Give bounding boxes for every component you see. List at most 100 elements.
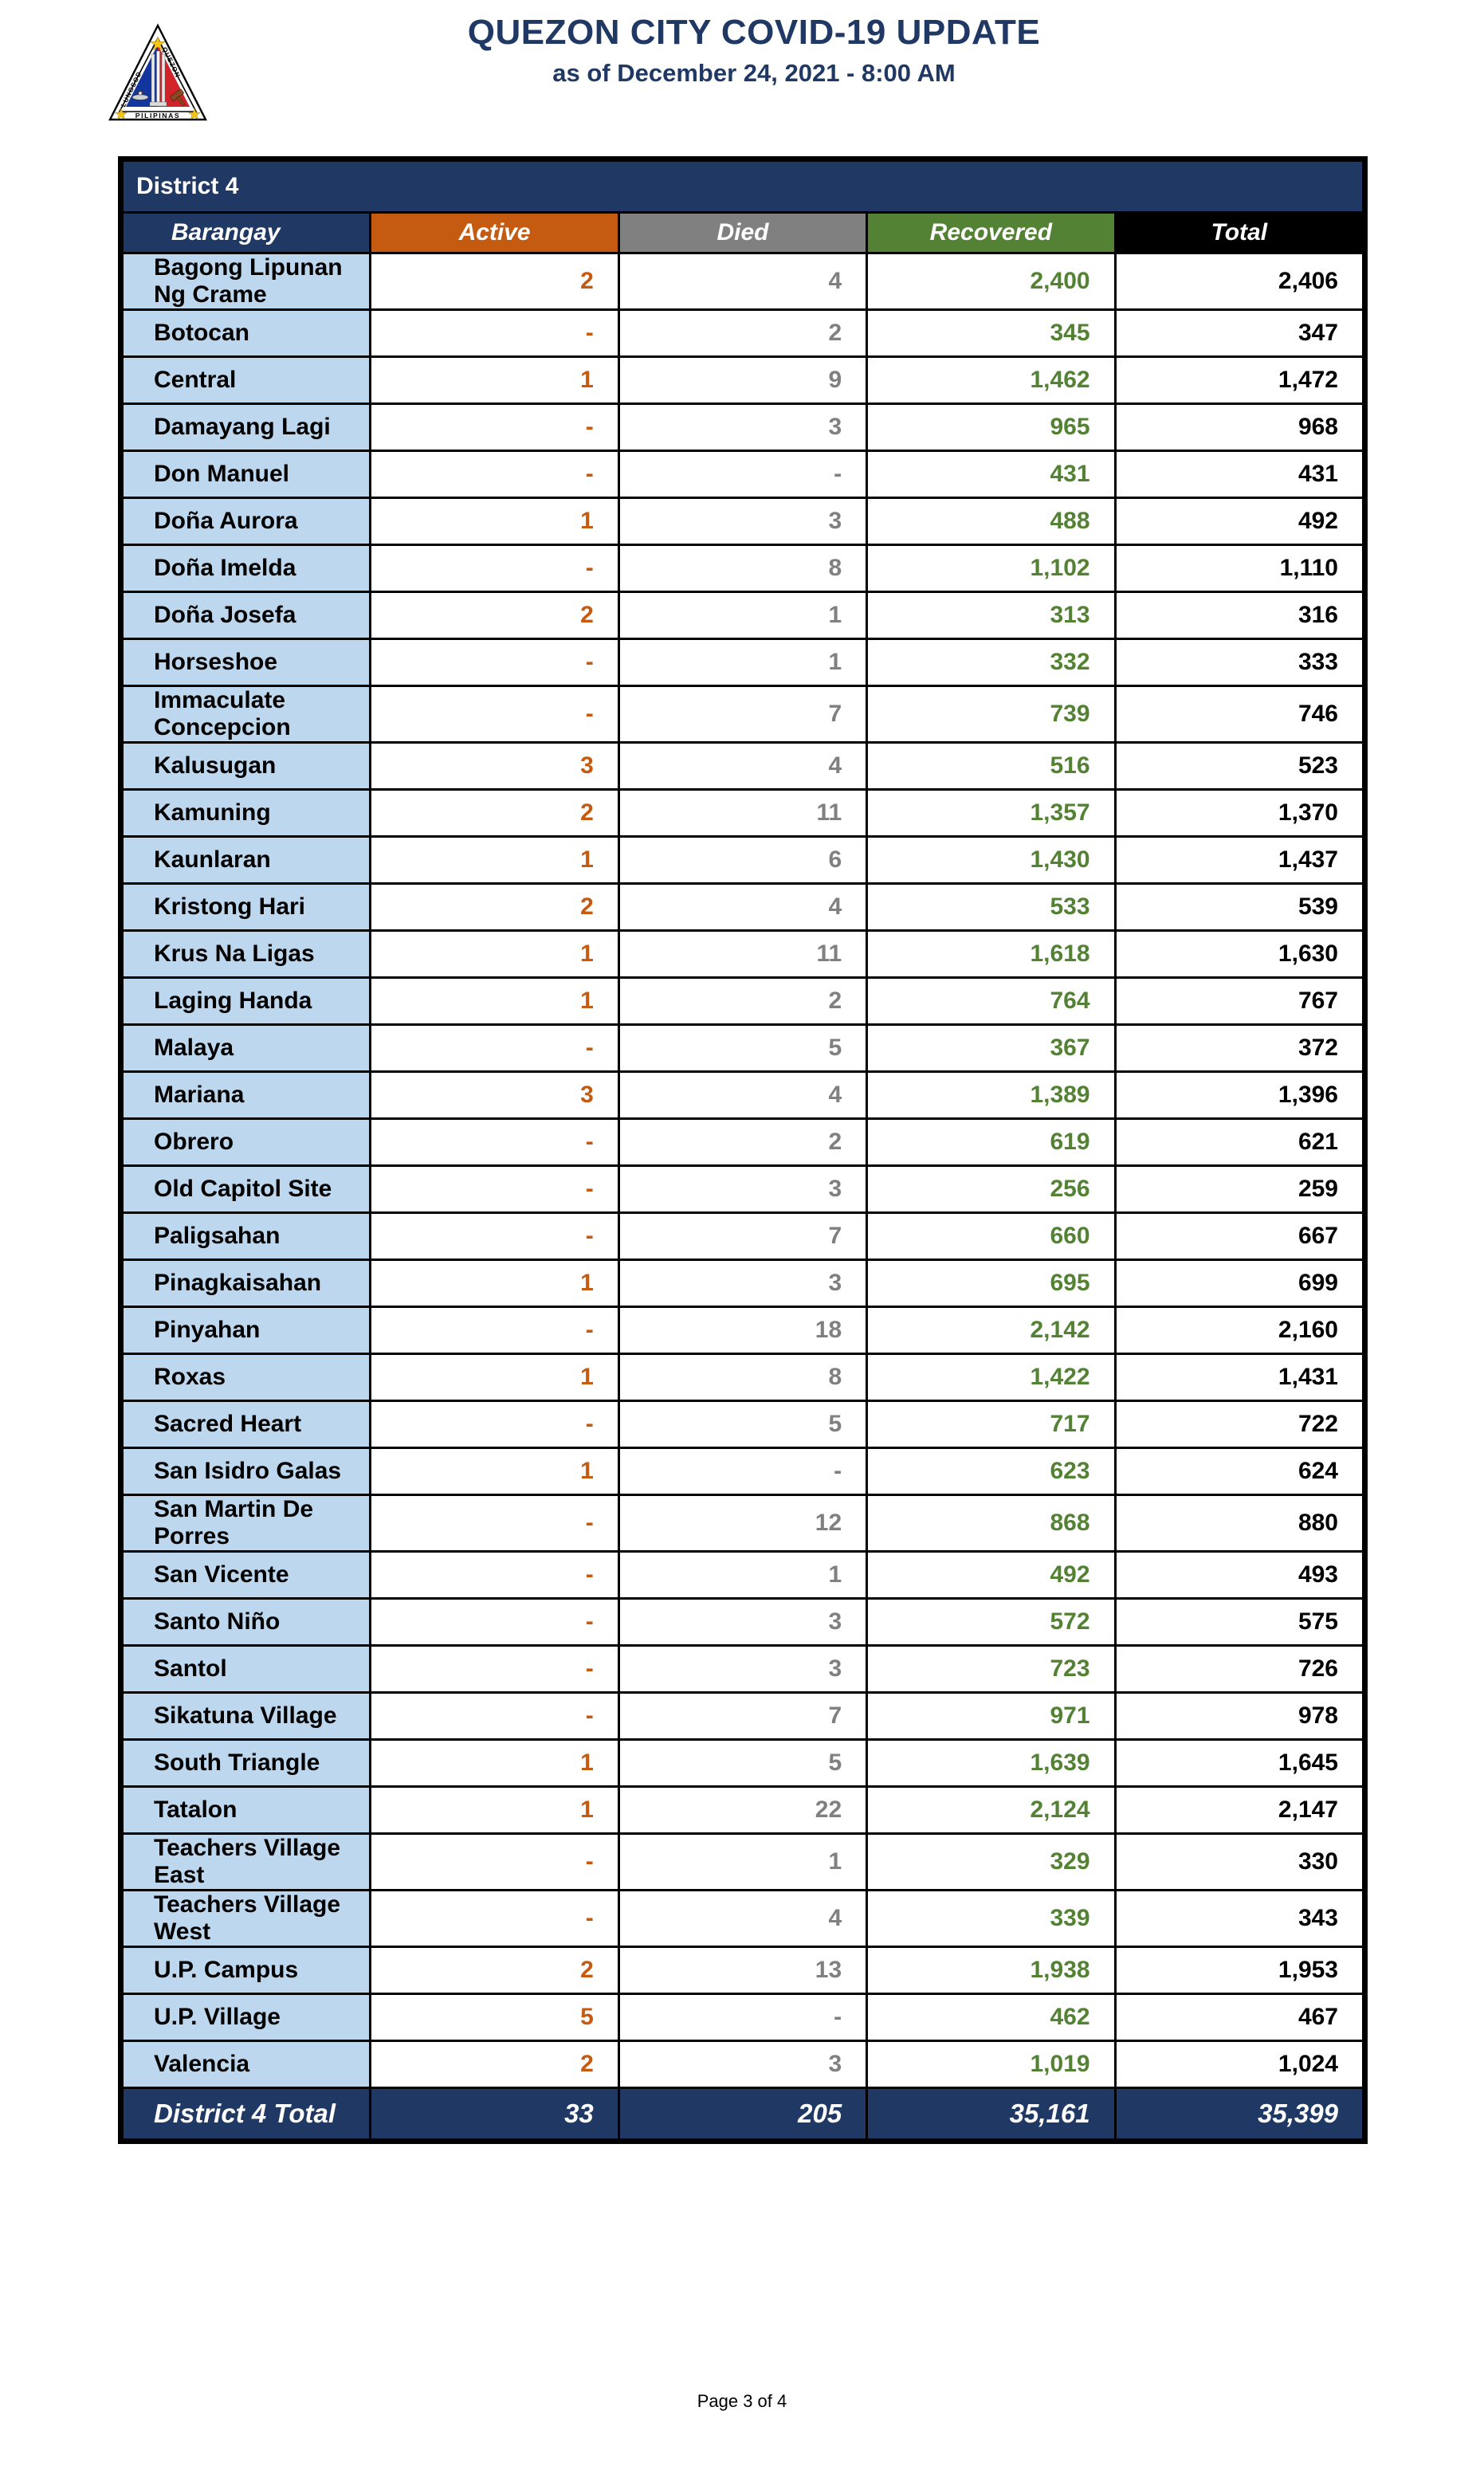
row-died-count: 3 xyxy=(617,1644,869,1694)
row-active-count: - xyxy=(369,1691,620,1741)
table-row: U.P. Village 5-462 467 xyxy=(120,1993,1365,2042)
row-barangay-name: Kristong Hari xyxy=(120,882,372,932)
row-recovered-count: 1,938 xyxy=(866,1946,1117,1995)
row-died-count: 5 xyxy=(617,1400,869,1449)
row-died-count: 13 xyxy=(617,1946,869,1995)
district-table-container: District 4 Barangay Active Died Recovere… xyxy=(118,156,1368,2144)
quezon-city-seal-logo: LUNGSOD QUEZON PILIPINAS xyxy=(105,19,210,128)
row-barangay-name: U.P. Campus xyxy=(120,1946,372,1995)
row-recovered-count: 1,639 xyxy=(866,1738,1117,1788)
table-row: San Vicente -1 492 493 xyxy=(120,1550,1365,1600)
row-recovered-count: 256 xyxy=(866,1164,1117,1214)
row-active-count: - xyxy=(369,1550,620,1600)
row-total-count: 347 xyxy=(1113,308,1365,358)
row-barangay-name: South Triangle xyxy=(120,1738,372,1788)
row-died-count: 7 xyxy=(617,1211,869,1261)
row-died-count: 3 xyxy=(617,402,869,452)
row-barangay-name: Kaunlaran xyxy=(120,835,372,885)
row-active-count: - xyxy=(369,1832,620,1891)
row-died-count: 3 xyxy=(617,1259,869,1308)
row-active-count: 1 xyxy=(369,497,620,546)
row-total-count: 2,406 xyxy=(1113,252,1365,311)
table-row: Old Capitol Site -3 256 259 xyxy=(120,1164,1365,1214)
table-row: Pinyahan -18 2,142 2,160 xyxy=(120,1306,1365,1355)
column-header-active[interactable]: Active xyxy=(369,211,620,254)
row-recovered-count: 623 xyxy=(866,1447,1117,1496)
district-total-row: District 4 Total 33 205 35,161 35,399 xyxy=(120,2087,1365,2141)
row-barangay-name: Horseshoe xyxy=(120,638,372,687)
row-died-count: 1 xyxy=(617,1550,869,1600)
row-barangay-name: San Martin De Porres xyxy=(120,1494,372,1553)
row-total-count: 968 xyxy=(1113,402,1365,452)
page-title: QUEZON CITY COVID-19 UPDATE xyxy=(467,13,1041,52)
row-active-count: 1 xyxy=(369,929,620,979)
row-barangay-name: Kamuning xyxy=(120,788,372,838)
row-recovered-count: 2,400 xyxy=(866,252,1117,311)
row-died-count: 7 xyxy=(617,1691,869,1741)
table-row: Santol -3 723 726 xyxy=(120,1644,1365,1694)
row-total-count: 1,110 xyxy=(1113,544,1365,593)
table-row: Doña Josefa 2 1 313 316 xyxy=(120,591,1365,640)
row-active-count: 3 xyxy=(369,741,620,791)
table-row: Doña Imelda -8 1,102 1,110 xyxy=(120,544,1365,593)
row-died-count: 4 xyxy=(617,882,869,932)
row-active-count: 1 xyxy=(369,1447,620,1496)
row-active-count: - xyxy=(369,638,620,687)
row-barangay-name: Krus Na Ligas xyxy=(120,929,372,979)
row-barangay-name: Doña Imelda xyxy=(120,544,372,593)
table-row: Bagong Lipunan Ng Crame 2 4 2,400 2,406 xyxy=(120,252,1365,311)
row-recovered-count: 1,019 xyxy=(866,2040,1117,2089)
row-recovered-count: 971 xyxy=(866,1691,1117,1741)
district-total-recovered: 35,161 xyxy=(866,2087,1117,2141)
row-died-count: 6 xyxy=(617,835,869,885)
column-header-total[interactable]: Total xyxy=(1113,211,1365,254)
row-total-count: 1,370 xyxy=(1113,788,1365,838)
row-total-count: 2,147 xyxy=(1113,1785,1365,1835)
row-died-count: 11 xyxy=(617,788,869,838)
row-barangay-name: Don Manuel xyxy=(120,450,372,499)
table-row: Doña Aurora 1 3 488 492 xyxy=(120,497,1365,546)
row-recovered-count: 1,430 xyxy=(866,835,1117,885)
row-total-count: 493 xyxy=(1113,1550,1365,1600)
row-active-count: 1 xyxy=(369,835,620,885)
row-total-count: 431 xyxy=(1113,450,1365,499)
row-barangay-name: Obrero xyxy=(120,1117,372,1167)
row-active-count: - xyxy=(369,1023,620,1073)
row-active-count: - xyxy=(369,1306,620,1355)
row-died-count: 5 xyxy=(617,1738,869,1788)
row-barangay-name: Sikatuna Village xyxy=(120,1691,372,1741)
row-died-count: 18 xyxy=(617,1306,869,1355)
row-died-count: 2 xyxy=(617,308,869,358)
column-header-barangay[interactable]: Barangay xyxy=(120,211,372,254)
row-barangay-name: Laging Handa xyxy=(120,976,372,1026)
row-barangay-name: Teachers Village East xyxy=(120,1832,372,1891)
row-barangay-name: Tatalon xyxy=(120,1785,372,1835)
column-header-died[interactable]: Died xyxy=(617,211,869,254)
row-total-count: 492 xyxy=(1113,497,1365,546)
svg-text:PILIPINAS: PILIPINAS xyxy=(135,112,180,120)
row-died-count: - xyxy=(617,450,869,499)
row-total-count: 523 xyxy=(1113,741,1365,791)
row-active-count: - xyxy=(369,402,620,452)
table-row: Pinagkaisahan 1 3 695 699 xyxy=(120,1259,1365,1308)
row-total-count: 372 xyxy=(1113,1023,1365,1073)
row-died-count: 1 xyxy=(617,591,869,640)
row-barangay-name: Doña Josefa xyxy=(120,591,372,640)
row-total-count: 539 xyxy=(1113,882,1365,932)
row-active-count: 2 xyxy=(369,2040,620,2089)
row-barangay-name: Valencia xyxy=(120,2040,372,2089)
row-active-count: 1 xyxy=(369,1785,620,1835)
row-active-count: 1 xyxy=(369,1738,620,1788)
page-subtitle: as of December 24, 2021 - 8:00 AM xyxy=(552,59,956,88)
row-total-count: 330 xyxy=(1113,1832,1365,1891)
row-recovered-count: 739 xyxy=(866,685,1117,744)
row-total-count: 699 xyxy=(1113,1259,1365,1308)
row-active-count: - xyxy=(369,308,620,358)
row-died-count: 7 xyxy=(617,685,869,744)
column-header-recovered[interactable]: Recovered xyxy=(866,211,1117,254)
row-active-count: - xyxy=(369,685,620,744)
row-died-count: 3 xyxy=(617,2040,869,2089)
row-died-count: 3 xyxy=(617,1164,869,1214)
row-barangay-name: Paligsahan xyxy=(120,1211,372,1261)
row-barangay-name: Pinagkaisahan xyxy=(120,1259,372,1308)
